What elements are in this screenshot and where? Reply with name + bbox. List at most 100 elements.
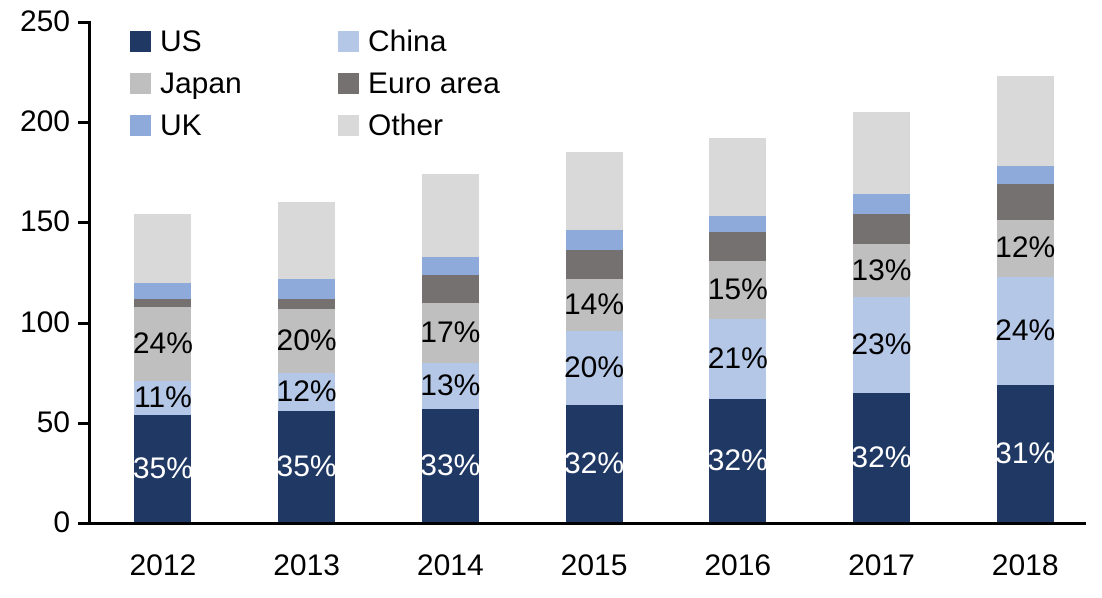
y-tick-50 [78,421,91,425]
bar-slot-2016: 15% 21% 32% [666,22,810,523]
y-tick-label-0: 0 [53,506,70,539]
bar-2012: 24% 11% 35% [132,214,193,523]
segment-other-2014 [421,174,479,257]
segment-uk-2015 [565,230,623,251]
segment-uk-2016 [709,216,767,233]
segment-china-2016: 21% [707,318,768,399]
segment-japan-2014: 17% [420,302,481,363]
segment-china-2015: 20% [563,330,625,405]
y-tick-label-200: 200 [19,105,70,139]
segment-japan-2017: 13% [851,244,912,297]
segment-label-us-2015: 32% [563,446,625,480]
segment-label-china-2015: 20% [563,350,625,384]
y-tick-200 [78,121,91,125]
legend-item-euro-area: Euro area [338,67,500,100]
segment-euro-area-2014 [421,274,479,303]
segment-label-china-2012: 11% [133,380,192,414]
x-label-2014: 2014 [416,549,484,582]
segment-label-us-2017: 32% [851,440,912,474]
bar-slot-2018: 12% 24% 31% [953,22,1097,523]
bar-2018: 12% 24% 31% [995,76,1056,523]
segment-us-2015: 32% [563,404,625,523]
y-axis-line [88,21,91,525]
legend-swatch-japan [130,73,151,94]
segment-euro-area-2015 [565,250,623,279]
segment-label-china-2016: 21% [707,341,768,375]
bar-slot-2012: 24% 11% 35% [91,22,235,523]
y-tick-label-250: 250 [19,5,70,38]
bar-slot-2017: 13% 23% 32% [810,22,954,523]
x-label-2018: 2018 [991,549,1059,582]
bar-slot-2013: 20% 12% 35% [235,22,379,523]
segment-label-japan-2012: 24% [132,326,193,360]
legend-label-japan: Japan [160,67,242,100]
segment-euro-area-2012 [134,298,192,307]
segment-china-2012: 11% [133,380,192,415]
segment-label-japan-2015: 14% [563,287,625,321]
bar-2013: 20% 12% 35% [276,202,337,523]
bar-slot-2015: 14% 20% 32% [522,22,666,523]
legend-label-us: US [160,25,202,58]
segment-other-2017 [852,112,910,195]
segment-other-2018 [996,76,1054,167]
x-axis: 2012 2013 2014 2015 2016 2017 2018 [91,549,1097,583]
legend-label-china: China [368,25,447,58]
segment-uk-2017 [852,194,910,215]
segment-label-us-2014: 33% [420,448,481,482]
y-tick-label-100: 100 [19,305,70,339]
segment-uk-2012 [134,282,192,299]
legend-swatch-us [130,31,151,52]
segment-us-2016: 32% [707,398,768,523]
legend-label-euro-area: Euro area [368,67,500,100]
segment-china-2017: 23% [851,296,912,393]
legend-item-us: US [130,25,338,58]
segment-label-china-2013: 12% [276,374,337,408]
segment-us-2018: 31% [995,384,1056,523]
x-label-2017: 2017 [848,549,915,582]
legend-swatch-other [338,115,359,136]
bar-2015: 14% 20% 32% [563,152,625,523]
x-label-2015: 2015 [560,549,628,582]
segment-label-us-2018: 31% [995,436,1056,470]
segment-label-china-2017: 23% [851,327,912,361]
bar-2017: 13% 23% 32% [851,112,912,523]
segment-label-japan-2016: 15% [707,272,768,306]
segment-euro-area-2013 [278,298,336,309]
segment-label-china-2018: 24% [995,313,1056,347]
legend-swatch-uk [130,115,151,136]
segment-other-2015 [565,152,623,231]
y-tick-label-50: 50 [36,405,70,439]
legend-item-japan: Japan [130,67,338,100]
segment-us-2013: 35% [276,410,337,523]
y-tick-150 [78,221,91,225]
segment-label-us-2016: 32% [707,443,768,477]
segment-euro-area-2018 [996,184,1054,221]
legend-swatch-euro-area [338,73,359,94]
segment-label-japan-2013: 20% [276,323,337,357]
segment-japan-2016: 15% [707,260,768,319]
segment-us-2017: 32% [851,392,912,523]
y-tick-250 [78,21,91,24]
bar-2014: 17% 13% 33% [420,174,481,523]
y-tick-100 [78,321,91,325]
x-axis-line [78,522,1086,525]
segment-label-us-2013: 35% [276,449,337,483]
segment-label-china-2014: 13% [420,368,481,402]
segment-china-2018: 24% [995,276,1056,385]
legend-item-other: Other [338,109,500,142]
bar-slot-2014: 17% 13% 33% [378,22,522,523]
segment-euro-area-2016 [709,232,767,261]
legend-label-other: Other [368,109,444,142]
segment-label-japan-2014: 17% [420,315,481,349]
segment-label-japan-2017: 13% [851,253,912,287]
legend: US China Japan Euro area UK Other [130,25,500,142]
legend-item-china: China [338,25,500,58]
segment-other-2012 [134,214,192,283]
segment-other-2016 [709,138,767,217]
x-label-2012: 2012 [129,549,197,582]
legend-swatch-china [338,31,359,52]
legend-label-uk: UK [160,109,202,142]
plot-area: 24% 11% 35% 20% 12% 35% 17% 13% 33% 14% 20% 32% 15% 2… [91,22,1097,523]
segment-euro-area-2017 [852,214,910,245]
